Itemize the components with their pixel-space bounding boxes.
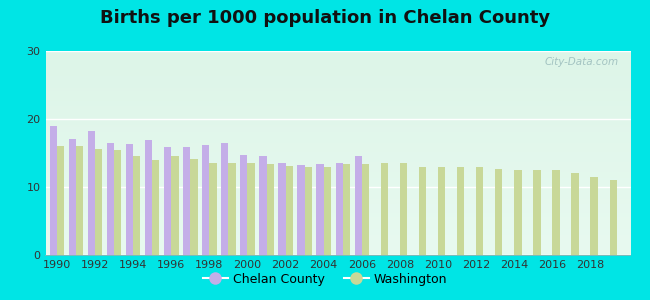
Bar: [317, 164, 324, 255]
Bar: [355, 156, 362, 255]
Bar: [305, 167, 312, 255]
Bar: [285, 166, 293, 255]
Bar: [164, 147, 171, 255]
Bar: [533, 170, 541, 255]
Bar: [152, 160, 159, 255]
Bar: [362, 164, 369, 255]
Text: Births per 1000 population in Chelan County: Births per 1000 population in Chelan Cou…: [100, 9, 550, 27]
Bar: [209, 163, 216, 255]
Bar: [202, 145, 209, 255]
Bar: [69, 140, 76, 255]
Bar: [88, 131, 95, 255]
Bar: [126, 144, 133, 255]
Bar: [95, 149, 102, 255]
Bar: [133, 156, 140, 255]
Bar: [438, 167, 445, 255]
Bar: [259, 156, 266, 255]
Bar: [57, 146, 64, 255]
Bar: [476, 167, 484, 255]
Bar: [221, 143, 228, 255]
Text: City-Data.com: City-Data.com: [545, 57, 619, 67]
Bar: [266, 164, 274, 255]
Bar: [114, 150, 122, 255]
Bar: [76, 146, 83, 255]
Bar: [107, 143, 114, 255]
Bar: [610, 180, 617, 255]
Bar: [400, 163, 407, 255]
Bar: [228, 163, 236, 255]
Bar: [335, 163, 343, 255]
Bar: [240, 155, 248, 255]
Bar: [590, 177, 598, 255]
Bar: [514, 170, 521, 255]
Bar: [552, 170, 560, 255]
Bar: [145, 140, 152, 255]
Bar: [495, 169, 502, 255]
Bar: [457, 167, 464, 255]
Bar: [571, 173, 578, 255]
Bar: [248, 163, 255, 255]
Bar: [419, 167, 426, 255]
Bar: [183, 147, 190, 255]
Bar: [324, 167, 331, 255]
Bar: [298, 165, 305, 255]
Bar: [171, 156, 179, 255]
Bar: [49, 126, 57, 255]
Legend: Chelan County, Washington: Chelan County, Washington: [198, 268, 452, 291]
Bar: [343, 164, 350, 255]
Bar: [381, 163, 388, 255]
Bar: [190, 159, 198, 255]
Bar: [278, 163, 285, 255]
